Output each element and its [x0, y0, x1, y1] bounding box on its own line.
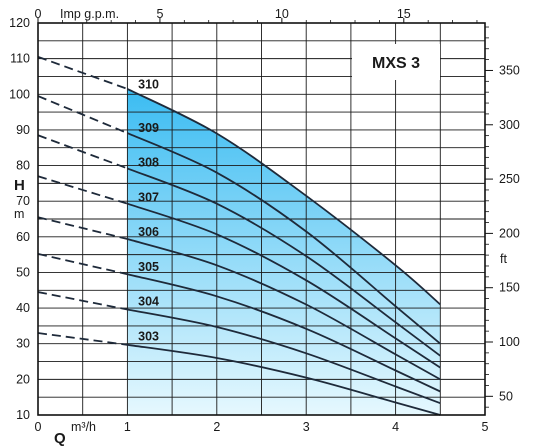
- curve-303-dashed: [37, 332, 128, 346]
- curve-label-308: 308: [138, 156, 159, 170]
- left-axis-unit: m: [14, 207, 24, 221]
- curve-label-304: 304: [138, 295, 159, 309]
- left-tick-label: 20: [16, 372, 30, 386]
- chart-title: MXS 3: [372, 55, 420, 72]
- right-axis-label: ft: [500, 252, 507, 266]
- right-tick-label: 350: [499, 63, 520, 77]
- bottom-tick-label: 0: [35, 420, 42, 434]
- plot-border: [37, 22, 486, 416]
- left-tick-label: 10: [16, 408, 30, 422]
- right-tick-label: 100: [499, 335, 520, 349]
- plot-frame: [37, 22, 486, 416]
- curve-306-dashed: [37, 216, 128, 240]
- bottom-tick-label: 2: [213, 420, 220, 434]
- curve-307: [127, 202, 441, 369]
- top-tick-label: 15: [397, 7, 411, 21]
- left-tick-label: 110: [10, 52, 30, 66]
- curve-306: [127, 238, 441, 381]
- curve-309: [127, 132, 441, 345]
- top-tick-label: 5: [156, 7, 163, 21]
- pump-curves: [37, 56, 441, 416]
- left-tick-label: 100: [9, 87, 30, 101]
- curve-303: [127, 343, 441, 416]
- left-tick-label: 40: [16, 301, 30, 315]
- curve-label-306: 306: [138, 225, 159, 239]
- left-tick-label: 120: [9, 16, 30, 30]
- bottom-tick-label: 4: [392, 420, 399, 434]
- left-tick-label: 60: [16, 230, 30, 244]
- curve-305-dashed: [37, 253, 128, 276]
- operating-range-area: [127, 88, 441, 416]
- bottom-tick-label: 3: [303, 420, 310, 434]
- bottom-axis-label: Q: [54, 430, 66, 446]
- curve-309-dashed: [37, 95, 128, 134]
- right-tick-label: 150: [499, 281, 520, 295]
- curve-304: [127, 308, 441, 405]
- right-tick-label: 50: [499, 389, 513, 403]
- title-box: MXS 3: [352, 44, 440, 80]
- curve-label-303: 303: [138, 329, 159, 343]
- curve-310-dashed: [37, 56, 128, 90]
- right-tick-label: 200: [499, 226, 520, 240]
- left-tick-label: 80: [16, 159, 30, 173]
- curve-labels: 303 304 305 306 307 308 309 310: [138, 77, 159, 343]
- right-tick-label: 300: [499, 118, 520, 132]
- curve-307-dashed: [37, 175, 128, 205]
- curve-label-310: 310: [138, 77, 159, 91]
- curve-310: [126, 88, 441, 306]
- top-tick-label: 10: [275, 7, 289, 21]
- curve-label-305: 305: [138, 260, 159, 274]
- left-tick-label: 70: [16, 194, 30, 208]
- title-background: [352, 44, 440, 80]
- left-tick-label: 90: [16, 123, 30, 137]
- curve-304-dashed: [37, 291, 128, 311]
- axis-labels: Imp g.p.m. H m ft Q m³/h: [14, 7, 507, 446]
- operating-range-fill: [127, 88, 441, 416]
- bottom-tick-label: 5: [482, 420, 489, 434]
- top-tick-label: 0: [35, 7, 42, 21]
- curve-308: [127, 167, 441, 357]
- right-tick-label: 250: [499, 172, 520, 186]
- curve-label-309: 309: [138, 121, 159, 135]
- bottom-tick-label: 1: [124, 420, 131, 434]
- left-axis-label: H: [14, 177, 25, 194]
- bottom-axis-unit: m³/h: [71, 420, 96, 434]
- left-tick-label: 50: [16, 265, 30, 279]
- curve-label-307: 307: [138, 190, 159, 204]
- curve-308-dashed: [37, 134, 128, 170]
- curve-305: [127, 273, 441, 393]
- top-axis-label: Imp g.p.m.: [60, 7, 119, 21]
- left-tick-label: 30: [16, 337, 30, 351]
